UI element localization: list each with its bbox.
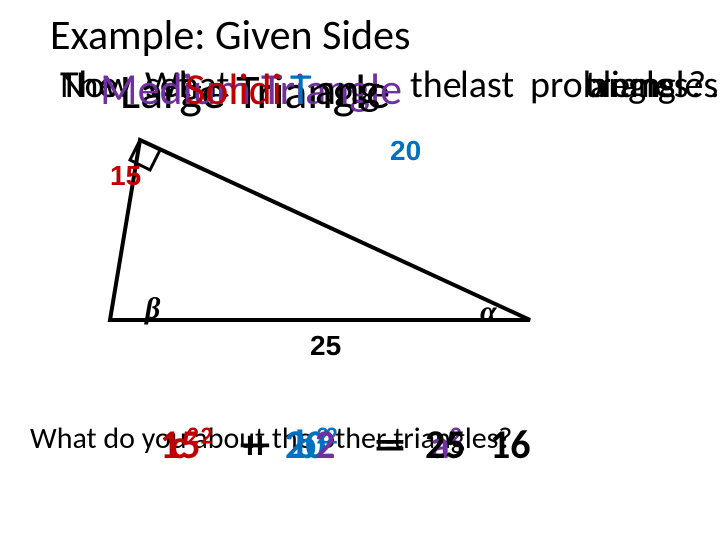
slide-title: Example: Given Sides [50, 10, 410, 61]
subtitle-fragment: last [460, 62, 514, 108]
equation-overlay-area: 152c2++b22022==a22516 [140, 420, 640, 470]
equation-fragment: + [250, 420, 270, 469]
angle-label: α [480, 295, 497, 329]
equation-fragment: c2 [170, 420, 199, 469]
subtitle-fragment: . [710, 62, 720, 108]
subtitle-fragment: triangles? [585, 62, 720, 108]
triangle-diagram [90, 120, 570, 340]
subtitle-fragment: the [410, 62, 462, 108]
side-label: 25 [310, 330, 341, 362]
equation-fragment: = [385, 420, 405, 469]
subtitle-overlay-area: NowThesetWhatLarge TriangleMedium Triang… [30, 62, 710, 112]
subtitle-fragment: Solidi [185, 62, 282, 116]
angle-label: β [145, 292, 160, 326]
equation-fragment: 2 [315, 420, 335, 469]
side-label: 20 [390, 135, 421, 167]
equation-fragment: 25 [425, 420, 466, 469]
subtitle-fragment: T [290, 62, 311, 116]
subtitle-fragment: ang [315, 62, 380, 116]
side-label: 15 [110, 160, 141, 192]
equation-fragment: 16 [490, 420, 531, 469]
